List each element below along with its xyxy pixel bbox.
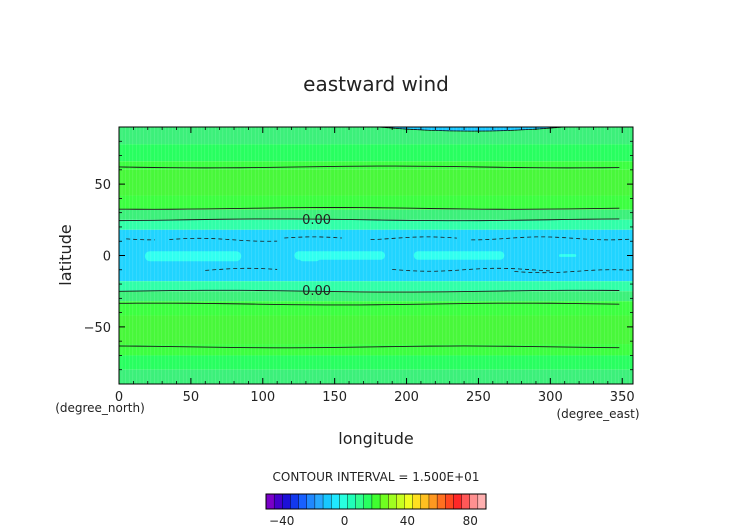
easterly-patch-0 xyxy=(144,251,242,262)
colorbar-swatch xyxy=(371,493,381,510)
contour-band-2 xyxy=(119,161,633,170)
contour-interval-text: CONTOUR INTERVAL = 1.500E+01 xyxy=(273,470,480,484)
x-tick-label-0: 0 xyxy=(115,390,123,405)
x-axis-label: longitude xyxy=(338,429,413,448)
contour-line-dashed xyxy=(284,236,342,239)
y-tick-label-50: 50 xyxy=(94,178,111,193)
colorbar-tick-label--40: −40 xyxy=(269,514,294,528)
colorbar-swatch xyxy=(379,493,389,510)
contour-line-dashed xyxy=(471,236,630,241)
contour-band-12 xyxy=(119,344,633,356)
contour-band-4 xyxy=(119,195,633,210)
contour-band-3 xyxy=(119,169,633,196)
colorbar-swatch xyxy=(322,493,332,510)
colorbar-swatch xyxy=(445,493,454,510)
colorbar-swatch xyxy=(396,493,405,510)
colorbar-swatch xyxy=(461,493,471,510)
colorbar-swatch xyxy=(306,493,316,510)
colorbar-swatch xyxy=(282,493,291,510)
contour-line-solid xyxy=(119,345,620,349)
contour-label-1: 0.00 xyxy=(302,284,331,299)
x-tick-label-50: 50 xyxy=(183,390,200,405)
colorbar-swatch xyxy=(363,493,373,510)
polar-cap xyxy=(377,127,565,132)
contour-line-solid xyxy=(119,165,620,169)
contour-band-10 xyxy=(119,301,633,316)
contour-band-6 xyxy=(119,219,633,230)
contour-line-solid xyxy=(119,218,620,222)
colorbar-swatch xyxy=(453,493,462,510)
contour-band-13 xyxy=(119,355,633,370)
x-tick-label-300: 300 xyxy=(538,390,563,405)
colorbar: −40 0 40 80 xyxy=(265,493,487,528)
contour-band-9 xyxy=(119,291,633,302)
colorbar-swatch xyxy=(339,493,348,510)
colorbar-tick-label-40: 40 xyxy=(400,514,415,528)
colorbar-swatch xyxy=(412,493,422,510)
colorbar-swatch xyxy=(477,493,487,510)
y-tick-label--50: −50 xyxy=(84,321,111,336)
contour-line-dashed xyxy=(370,236,457,241)
x-tick-label-100: 100 xyxy=(250,390,275,405)
easterly-patch-4 xyxy=(558,254,577,257)
colorbar-swatch xyxy=(273,493,283,510)
colorbar-swatch xyxy=(436,493,446,510)
contour-band-11 xyxy=(119,315,633,345)
contour-line-dashed xyxy=(126,238,155,241)
x-unit-label: (degree_east) xyxy=(556,407,639,421)
colorbar-swatch xyxy=(404,493,414,510)
colorbar-swatch xyxy=(420,493,430,510)
x-tick-label-150: 150 xyxy=(322,390,347,405)
colorbar-swatch xyxy=(290,493,299,510)
colorbar-swatch xyxy=(314,493,324,510)
contour-band-5 xyxy=(119,209,633,220)
contour-line-dashed xyxy=(169,237,278,242)
x-tick-label-200: 200 xyxy=(394,390,419,405)
colorbar-swatch xyxy=(428,493,438,510)
colorbar-swatch xyxy=(330,493,340,510)
contour-band-1 xyxy=(119,144,633,162)
contour-line-dashed xyxy=(514,269,630,274)
colorbar-tick-label-80: 80 xyxy=(463,514,478,528)
colorbar-frame xyxy=(265,493,487,510)
contour-line-solid xyxy=(119,302,620,306)
y-tick-label-0: 0 xyxy=(103,250,111,265)
colorbar-swatch xyxy=(469,493,479,510)
y-unit-label: (degree_north) xyxy=(55,401,145,415)
x-tick-label-250: 250 xyxy=(466,390,491,405)
colorbar-swatch xyxy=(388,493,397,510)
chart-title: eastward wind xyxy=(303,72,449,96)
easterly-patch-2 xyxy=(294,251,385,260)
x-tick-label-350: 350 xyxy=(610,390,635,405)
contour-label-0: 0.00 xyxy=(302,213,331,228)
colorbar-swatch xyxy=(355,493,365,510)
contour-line-dashed xyxy=(392,267,551,272)
contour-line-solid xyxy=(119,207,620,210)
contour-band-14 xyxy=(119,369,633,384)
colorbar-swatch xyxy=(347,493,357,510)
colorbar-swatch xyxy=(265,493,275,510)
contour-line-solid xyxy=(119,289,620,293)
colorbar-tick-label-0: 0 xyxy=(341,514,349,528)
y-axis-label: latitude xyxy=(56,224,75,285)
easterly-patch-3 xyxy=(413,251,505,260)
contour-band-0 xyxy=(119,127,633,145)
contour-line-dashed xyxy=(205,267,278,271)
colorbar-swatch xyxy=(298,493,308,510)
contour-band-8 xyxy=(119,281,633,292)
